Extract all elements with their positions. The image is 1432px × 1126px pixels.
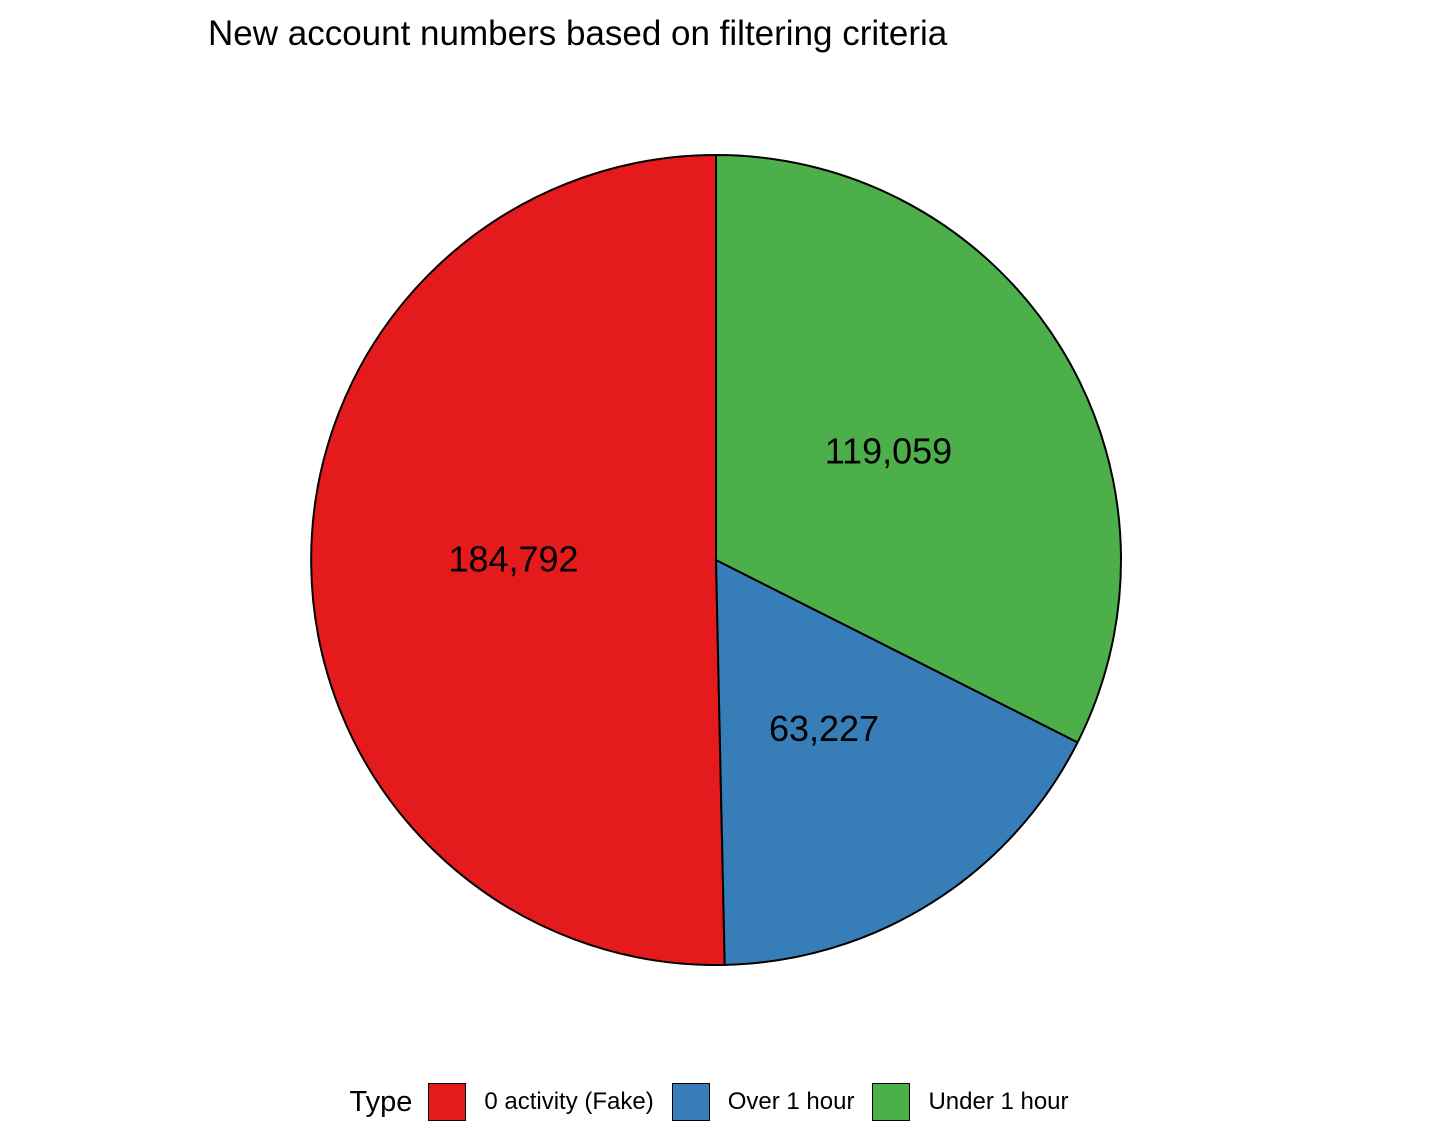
legend-label: 0 activity (Fake) bbox=[484, 1088, 654, 1115]
legend-swatch bbox=[671, 1083, 710, 1121]
legend-swatch bbox=[428, 1083, 467, 1121]
legend-swatch bbox=[872, 1083, 911, 1121]
legend-item: Over 1 hour bbox=[671, 1083, 855, 1121]
pie-chart: 184,792 63,227 119,059 bbox=[310, 154, 1122, 966]
pie-slice-0-activity-fake bbox=[310, 154, 726, 966]
slice-value-label: 119,059 bbox=[825, 430, 952, 471]
legend-label: Over 1 hour bbox=[727, 1088, 855, 1115]
pie-slice-labels: 184,792 63,227 119,059 bbox=[448, 430, 952, 748]
slice-value-label: 63,227 bbox=[769, 708, 879, 749]
legend-title: Type bbox=[349, 1085, 413, 1118]
pie-slice-under-1-hour bbox=[715, 154, 1122, 744]
legend-items: 0 activity (Fake) Over 1 hour Under 1 hour bbox=[428, 1083, 1086, 1121]
legend: Type 0 activity (Fake) Over 1 hour Under 1… bbox=[0, 1078, 1432, 1126]
legend-item: 0 activity (Fake) bbox=[428, 1083, 654, 1121]
legend-item: Under 1 hour bbox=[872, 1083, 1069, 1121]
slice-value-label: 184,792 bbox=[448, 539, 578, 580]
chart-title: New account numbers based on filtering c… bbox=[208, 14, 948, 53]
legend-label: Under 1 hour bbox=[928, 1088, 1069, 1115]
pie-slice-over-1-hour bbox=[715, 559, 1079, 966]
pie-slices bbox=[310, 154, 1122, 966]
